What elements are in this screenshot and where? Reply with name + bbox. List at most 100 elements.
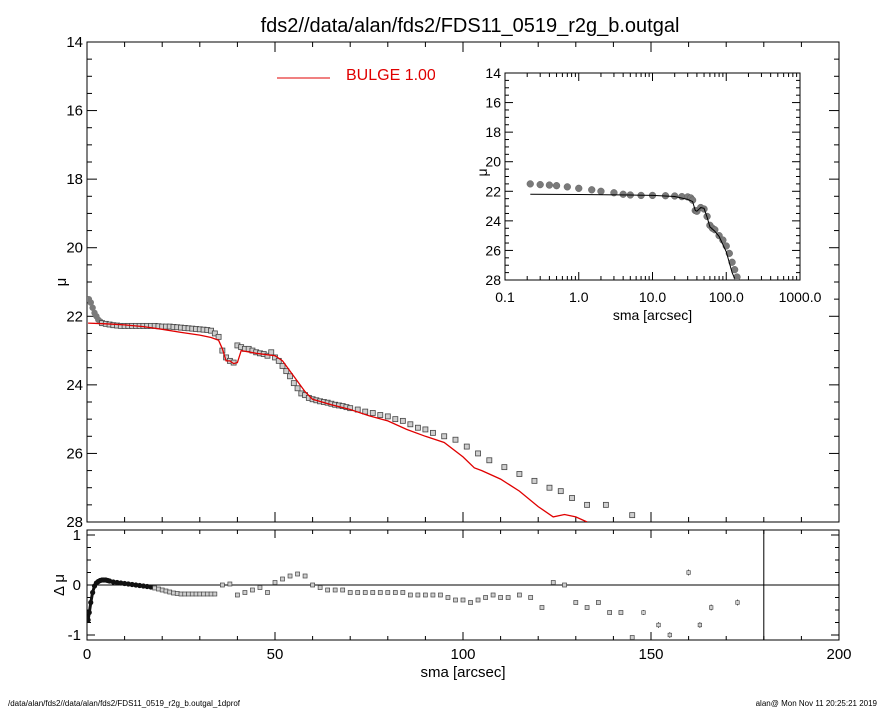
main-model-line [88, 322, 588, 522]
residual-data-point [310, 582, 315, 588]
legend-label: BULGE 1.000 [346, 67, 445, 84]
main-data-point [414, 424, 421, 431]
residual-data-point [362, 590, 368, 595]
residual-data-point [618, 610, 624, 615]
main-ytick-label: 16 [66, 103, 83, 120]
residual-data-point [163, 588, 169, 594]
residual-data-point [528, 595, 534, 600]
main-data-point [294, 385, 301, 392]
residual-data-point [220, 582, 225, 588]
main-data-point [546, 484, 553, 491]
inset-ylabel: μ [474, 168, 490, 176]
inset-ytick-label: 20 [485, 154, 501, 170]
residual-data-point [235, 592, 240, 598]
residual-error-point [641, 610, 646, 615]
inset-ytick-label: 18 [485, 124, 501, 140]
residual-data-point [189, 591, 195, 597]
residual-xtick-label: 0 [83, 646, 91, 663]
residual-data-point [250, 587, 255, 593]
residual-data-point [197, 591, 203, 597]
residual-ytick-label: -1 [68, 627, 81, 644]
main-data-point [268, 349, 275, 356]
inset-data-point [597, 187, 605, 195]
residual-data-point [629, 635, 635, 640]
residual-data-point [201, 591, 206, 597]
residual-data-point [475, 597, 481, 603]
residual-data-point [193, 591, 199, 597]
main-data-point [392, 416, 399, 423]
main-data-point [452, 436, 459, 443]
main-data-point [399, 417, 406, 424]
main-data-point [290, 380, 297, 387]
residual-error-point [697, 622, 702, 628]
main-data-point [602, 501, 609, 508]
inset-panel: 14 16 18 20 22 24 26 280.1 1.0 10.0 100.0 1000.0 sma… [435, 61, 825, 338]
inset-data-point [552, 182, 561, 190]
main-ytick-label: 26 [66, 445, 83, 462]
inset-ytick-label: 22 [485, 183, 501, 199]
inset-data-point [733, 273, 741, 280]
main-data-point [516, 471, 523, 477]
residual-data-point [325, 587, 330, 593]
residual-data-point [573, 600, 579, 605]
residual-data-point [355, 590, 361, 595]
inset-ytick-label: 28 [485, 272, 501, 288]
residual-data-point [317, 585, 323, 590]
main-data-point [384, 413, 391, 420]
residual-ylabel: Δ μ [51, 574, 68, 596]
residual-xtick-label: 50 [267, 646, 284, 663]
residual-data-point [340, 587, 346, 593]
residual-data-point [186, 591, 191, 597]
main-data-point [422, 426, 429, 433]
residual-error-point [667, 632, 672, 638]
inset-ytick-label: 16 [485, 95, 501, 111]
main-data-point [215, 333, 222, 340]
main-data-point [486, 457, 493, 464]
residual-data-point [539, 605, 545, 610]
inset-xlabel: sma [arcsec] [613, 307, 692, 323]
main-data-point [369, 410, 376, 416]
main-data-point [557, 488, 564, 495]
residual-data-point [370, 590, 376, 595]
residual-error-point [735, 600, 740, 605]
main-data-point [283, 368, 290, 375]
inset-ytick-label: 26 [485, 242, 501, 258]
main-data-point [407, 421, 414, 428]
main-ytick-label: 14 [66, 34, 83, 51]
main-ytick-label: 22 [66, 308, 83, 325]
residual-data-point [445, 595, 451, 600]
main-ytick-label: 24 [66, 377, 83, 394]
main-ytick-label: 28 [66, 514, 83, 531]
inset-ytick-label: 14 [485, 65, 501, 81]
inset-data-point [526, 180, 534, 188]
inset-model-line [530, 193, 736, 279]
inset-data-point [711, 226, 719, 234]
residual-data-point [178, 591, 184, 597]
residual-data-point [272, 580, 278, 585]
main-data-point [629, 512, 636, 519]
inset-data-point [536, 181, 544, 189]
residual-data-point [596, 600, 601, 605]
residual-data-point [607, 610, 612, 615]
main-data-point [287, 373, 293, 380]
residual-data-point [347, 590, 353, 595]
inset-data-point [619, 190, 627, 198]
residual-data-point [208, 591, 214, 597]
main-ylabel: μ [53, 278, 70, 287]
residual-data-point [227, 581, 233, 587]
inset-background [435, 61, 825, 338]
residual-data-point [242, 590, 248, 595]
inset-data-point [575, 184, 583, 192]
residual-error-point [709, 605, 714, 610]
main-data-point [501, 464, 508, 471]
main-data-point [475, 450, 481, 457]
inset-xtick-label: 1000.0 [779, 289, 822, 305]
residual-data-point [498, 595, 503, 600]
inset-xtick-label: 1.0 [569, 289, 589, 305]
main-data-point [87, 299, 94, 306]
residual-data-point [167, 589, 173, 595]
residual-data-point [159, 587, 165, 593]
residual-data-point [584, 605, 590, 610]
residual-data-point [430, 592, 436, 598]
